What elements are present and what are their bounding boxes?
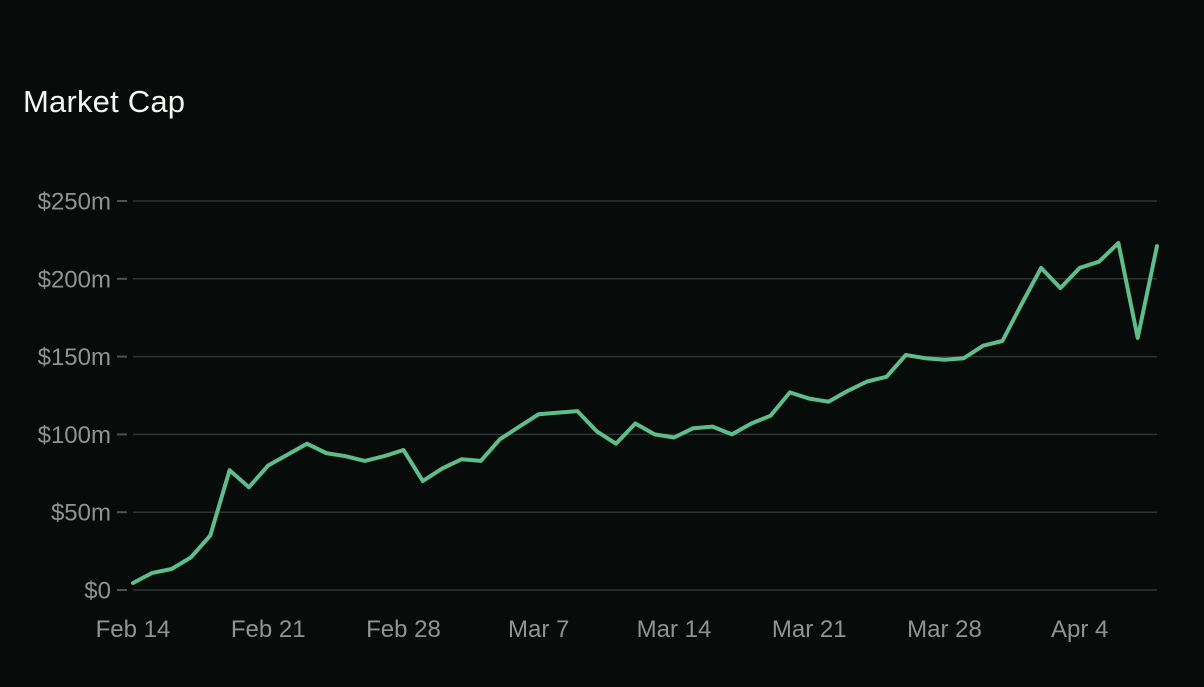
y-axis-label: $250m — [38, 189, 111, 216]
x-axis-label: Apr 4 — [1051, 616, 1108, 643]
x-axis-label: Feb 21 — [231, 616, 306, 643]
x-axis-label: Mar 7 — [508, 616, 569, 643]
y-axis-label: $0 — [84, 578, 111, 605]
market-cap-line — [131, 241, 1159, 585]
x-axis-label: Mar 21 — [772, 616, 847, 643]
y-axis-label: $200m — [38, 266, 111, 293]
x-axis-label: Feb 28 — [366, 616, 441, 643]
x-axis-label: Mar 28 — [907, 616, 982, 643]
y-axis-label: $150m — [38, 344, 111, 371]
chart-title: Market Cap — [23, 84, 186, 119]
y-axis-label: $100m — [38, 422, 111, 449]
x-axis-label: Mar 14 — [637, 616, 712, 643]
y-axis-label: $50m — [51, 500, 111, 527]
x-axis-label: Feb 14 — [96, 616, 171, 643]
